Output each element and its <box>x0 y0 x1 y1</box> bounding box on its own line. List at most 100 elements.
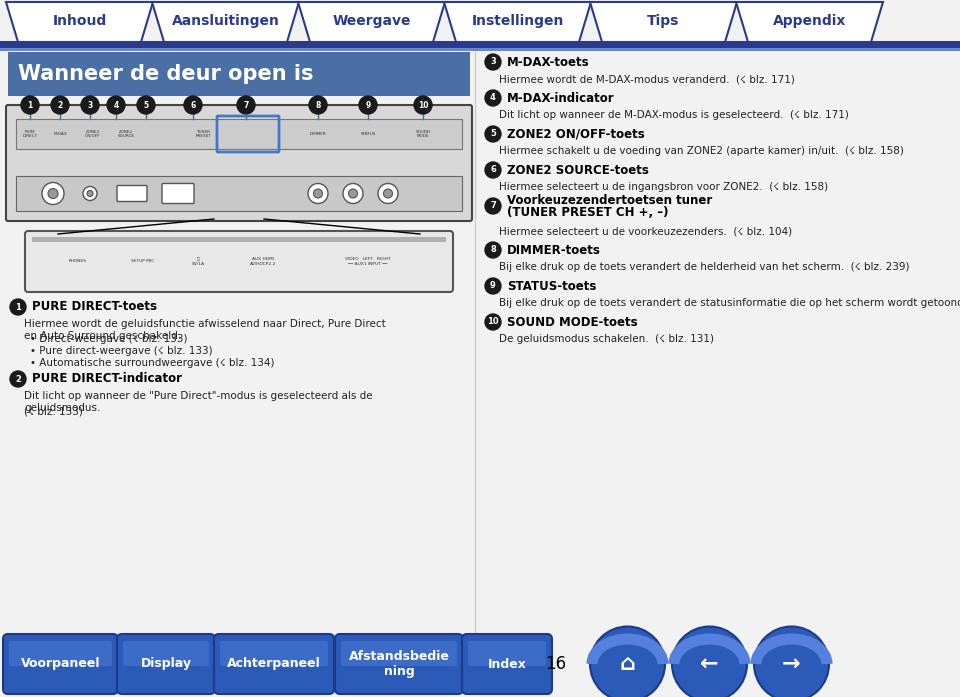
Circle shape <box>308 183 328 204</box>
FancyBboxPatch shape <box>6 105 472 221</box>
Text: (TUNER PRESET CH +, –): (TUNER PRESET CH +, –) <box>507 206 668 218</box>
Bar <box>16 176 462 211</box>
Text: • Pure direct-weergave (☇ blz. 133): • Pure direct-weergave (☇ blz. 133) <box>30 346 212 356</box>
Text: ←: ← <box>700 654 719 674</box>
Circle shape <box>309 96 327 114</box>
Circle shape <box>348 189 357 198</box>
Circle shape <box>378 183 398 204</box>
Text: 3: 3 <box>491 57 496 66</box>
Text: DIMMER-toets: DIMMER-toets <box>507 243 601 256</box>
Text: PURE
DIRECT: PURE DIRECT <box>22 130 37 138</box>
FancyBboxPatch shape <box>335 634 463 694</box>
Text: Tips: Tips <box>647 14 680 28</box>
Circle shape <box>184 96 202 114</box>
Text: 4: 4 <box>490 93 496 102</box>
Text: Index: Index <box>488 657 526 671</box>
Polygon shape <box>6 2 153 42</box>
Circle shape <box>754 627 829 697</box>
Text: 9: 9 <box>366 100 371 109</box>
Circle shape <box>485 198 501 214</box>
Text: 5: 5 <box>490 130 496 139</box>
Bar <box>0 41 960 48</box>
Text: 16: 16 <box>545 655 566 673</box>
Polygon shape <box>444 2 591 42</box>
FancyBboxPatch shape <box>117 185 147 201</box>
Text: ZONE2 SOURCE-toets: ZONE2 SOURCE-toets <box>507 164 649 176</box>
Text: 5: 5 <box>143 100 149 109</box>
Text: 1: 1 <box>15 302 21 312</box>
Text: De geluidsmodus schakelen.  (☇ blz. 131): De geluidsmodus schakelen. (☇ blz. 131) <box>499 334 714 344</box>
Text: 1: 1 <box>28 100 33 109</box>
Text: ZONE2
SOURCE: ZONE2 SOURCE <box>117 130 134 138</box>
Text: Display: Display <box>140 657 191 671</box>
Text: ⌂: ⌂ <box>619 654 636 674</box>
Circle shape <box>314 189 323 198</box>
Circle shape <box>359 96 377 114</box>
Text: M-DAX-indicator: M-DAX-indicator <box>507 91 614 105</box>
FancyBboxPatch shape <box>214 634 334 694</box>
Polygon shape <box>736 2 883 42</box>
Text: Inhoud: Inhoud <box>53 14 107 28</box>
Text: Dit licht op wanneer de "Pure Direct"-modus is geselecteerd als de
geluidsmodus.: Dit licht op wanneer de "Pure Direct"-mo… <box>24 391 372 413</box>
Text: Appendix: Appendix <box>773 14 846 28</box>
Text: Dit licht op wanneer de M-DAX-modus is geselecteerd.  (☇ blz. 171): Dit licht op wanneer de M-DAX-modus is g… <box>499 110 849 120</box>
Text: 4: 4 <box>113 100 119 109</box>
Text: 2: 2 <box>58 100 62 109</box>
Text: 7: 7 <box>491 201 496 210</box>
Text: Achterpaneel: Achterpaneel <box>228 657 321 671</box>
Text: M-DAX: M-DAX <box>53 132 67 136</box>
Bar <box>16 119 462 149</box>
Text: ZONE2 ON/OFF-toets: ZONE2 ON/OFF-toets <box>507 128 645 141</box>
Text: →: → <box>782 654 801 674</box>
Text: SOUND
MODE: SOUND MODE <box>416 130 430 138</box>
FancyBboxPatch shape <box>220 641 328 666</box>
Text: 6: 6 <box>190 100 196 109</box>
Text: Weergave: Weergave <box>332 14 411 28</box>
Circle shape <box>485 90 501 106</box>
Text: • Direct-weergave (☇ blz. 133): • Direct-weergave (☇ blz. 133) <box>30 334 187 344</box>
Text: Afstandsbedie
ning: Afstandsbedie ning <box>348 650 449 678</box>
Circle shape <box>10 299 26 315</box>
FancyBboxPatch shape <box>123 641 209 666</box>
Circle shape <box>10 371 26 387</box>
Text: 6: 6 <box>490 165 496 174</box>
Polygon shape <box>298 2 445 42</box>
Circle shape <box>83 187 97 201</box>
Text: 10: 10 <box>487 318 499 326</box>
Circle shape <box>485 162 501 178</box>
Circle shape <box>237 96 255 114</box>
Text: STATUS-toets: STATUS-toets <box>507 279 596 293</box>
Text: AUX HDMI
AV/HDCP2.2: AUX HDMI AV/HDCP2.2 <box>250 257 276 266</box>
Text: Bij elke druk op de toets verandert de statusinformatie die op het scherm wordt : Bij elke druk op de toets verandert de s… <box>499 298 960 308</box>
Text: TUNER
PRESET: TUNER PRESET <box>195 130 211 138</box>
Text: 7: 7 <box>243 100 249 109</box>
Text: SETUP MIC: SETUP MIC <box>132 259 155 263</box>
FancyBboxPatch shape <box>468 641 546 666</box>
Polygon shape <box>152 2 299 42</box>
FancyBboxPatch shape <box>3 634 118 694</box>
FancyBboxPatch shape <box>117 634 215 694</box>
Circle shape <box>485 278 501 294</box>
Circle shape <box>87 190 93 197</box>
Text: M-DAX-toets: M-DAX-toets <box>507 56 589 68</box>
FancyBboxPatch shape <box>162 183 194 204</box>
FancyBboxPatch shape <box>25 231 453 292</box>
Circle shape <box>48 188 58 199</box>
Text: VIDEO   LEFT   RIGHT
── AUX1 INPUT ──: VIDEO LEFT RIGHT ── AUX1 INPUT ── <box>346 257 391 266</box>
Text: Hiermee wordt de geluidsfunctie afwisselend naar Direct, Pure Direct
en Auto Sur: Hiermee wordt de geluidsfunctie afwissel… <box>24 319 386 341</box>
Text: Bij elke druk op de toets verandert de helderheid van het scherm.  (☇ blz. 239): Bij elke druk op de toets verandert de h… <box>499 262 909 272</box>
Text: PHONES: PHONES <box>69 259 87 263</box>
Text: 8: 8 <box>491 245 496 254</box>
Circle shape <box>414 96 432 114</box>
Circle shape <box>485 242 501 258</box>
Text: Aansluitingen: Aansluitingen <box>172 14 279 28</box>
Text: DIMMER: DIMMER <box>310 132 326 136</box>
Text: SOUND MODE-toets: SOUND MODE-toets <box>507 316 637 328</box>
Circle shape <box>590 627 665 697</box>
Circle shape <box>672 627 747 697</box>
Text: ZONE2
ON/OFF: ZONE2 ON/OFF <box>85 130 101 138</box>
Circle shape <box>51 96 69 114</box>
Circle shape <box>485 126 501 142</box>
Circle shape <box>485 314 501 330</box>
FancyBboxPatch shape <box>341 641 457 666</box>
